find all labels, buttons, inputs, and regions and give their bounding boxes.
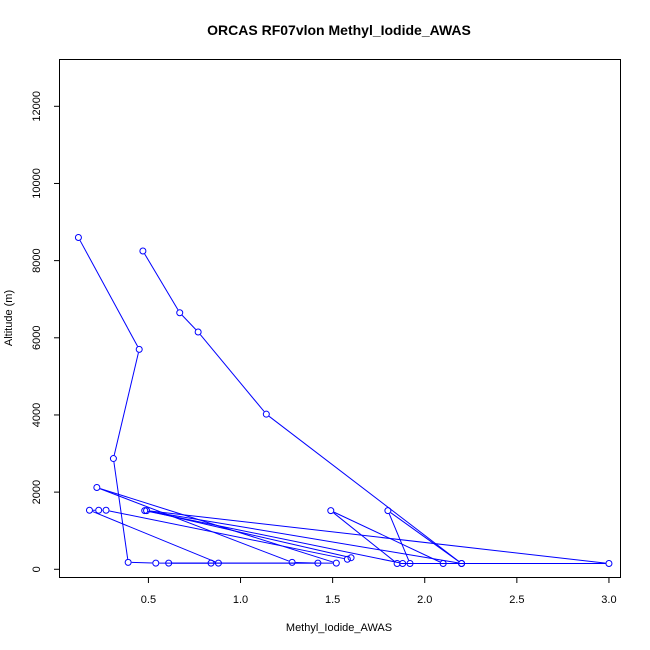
data-point <box>93 483 101 491</box>
series-segment <box>390 512 460 562</box>
x-axis: 0.5 1.0 1.5 2.0 2.5 3.0 <box>141 577 617 606</box>
data-point <box>458 559 466 567</box>
data-point <box>343 555 351 563</box>
series-segment <box>113 352 139 456</box>
data-point <box>439 559 447 567</box>
data-point <box>135 345 143 353</box>
series-segment <box>100 488 334 563</box>
x-axis-label: Methyl_Iodide_AWAS <box>286 622 392 634</box>
data-point <box>332 559 340 567</box>
x-tick-label: 0.5 <box>141 594 156 606</box>
data-point <box>314 559 322 567</box>
series-segment <box>92 511 216 563</box>
data-point <box>262 410 270 418</box>
x-tick-label: 2.5 <box>509 594 524 606</box>
data-point <box>384 507 392 515</box>
data-point <box>102 506 110 514</box>
data-point <box>393 559 401 567</box>
data-point <box>95 506 103 514</box>
data-point <box>165 559 173 567</box>
y-tick-label: 12000 <box>31 91 43 122</box>
data-point <box>327 507 335 515</box>
data-point <box>74 233 82 241</box>
series-segment <box>99 488 290 562</box>
series-segment <box>181 314 197 330</box>
series-segment <box>79 240 138 347</box>
series-segment <box>149 510 606 564</box>
plot-area <box>59 59 621 578</box>
data-point <box>143 507 151 515</box>
y-tick-label: 4000 <box>31 403 43 427</box>
y-tick-label: 0 <box>31 566 43 572</box>
data-point <box>406 559 414 567</box>
data-point <box>605 559 613 567</box>
data-point <box>141 507 149 515</box>
x-tick-label: 3.0 <box>601 594 616 606</box>
y-tick-label: 6000 <box>31 326 43 350</box>
y-axis-label: Altitude (m) <box>3 290 15 346</box>
series-segment <box>268 415 460 562</box>
data-point <box>109 455 117 463</box>
data-point <box>288 558 296 566</box>
data-point <box>139 247 147 255</box>
data-point <box>214 559 222 567</box>
x-tick-label: 1.5 <box>325 594 340 606</box>
series-segment <box>144 253 179 310</box>
series-segment <box>113 461 129 559</box>
y-tick-label: 10000 <box>31 168 43 199</box>
y-tick-label: 8000 <box>31 248 43 272</box>
y-axis: 0 2000 4000 6000 8000 10000 12000 <box>31 91 60 572</box>
x-tick-label: 1.0 <box>233 594 248 606</box>
data-point <box>85 506 93 514</box>
series-segment <box>200 334 265 412</box>
series-layer <box>74 233 613 567</box>
series-segment <box>388 513 410 561</box>
data-point <box>176 309 184 317</box>
series-segment <box>131 561 153 564</box>
chart-title: ORCAS RF07vlon Methyl_Iodide_AWAS <box>207 22 471 38</box>
series-segment <box>149 510 348 558</box>
data-point <box>152 559 160 567</box>
series-segment <box>109 510 345 560</box>
data-point <box>194 328 202 336</box>
series-segment <box>333 511 441 563</box>
y-tick-label: 2000 <box>31 480 43 504</box>
x-tick-label: 2.0 <box>417 594 432 606</box>
data-point <box>124 558 132 566</box>
data-point <box>347 554 355 562</box>
series-segment <box>148 510 400 564</box>
data-point <box>207 559 215 567</box>
series-segment <box>333 512 395 562</box>
series-segment <box>148 510 459 564</box>
